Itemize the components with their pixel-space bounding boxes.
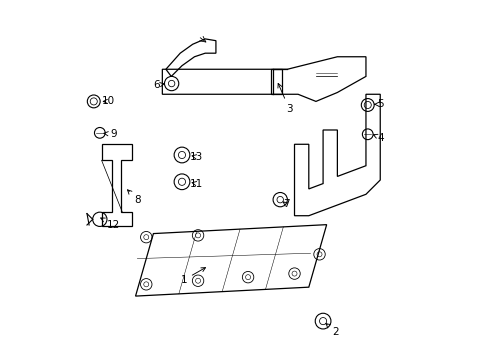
Text: 3: 3 <box>277 84 292 113</box>
Text: 9: 9 <box>103 129 117 139</box>
Text: 5: 5 <box>374 99 384 109</box>
Text: 6: 6 <box>153 80 164 90</box>
Text: 2: 2 <box>325 324 338 337</box>
Text: 12: 12 <box>101 218 120 230</box>
Text: 10: 10 <box>102 96 114 107</box>
Text: 4: 4 <box>372 133 384 143</box>
Text: 13: 13 <box>189 152 203 162</box>
Text: 7: 7 <box>283 199 289 209</box>
Text: 1: 1 <box>180 267 205 285</box>
Text: 11: 11 <box>189 179 203 189</box>
Text: 8: 8 <box>127 190 141 204</box>
